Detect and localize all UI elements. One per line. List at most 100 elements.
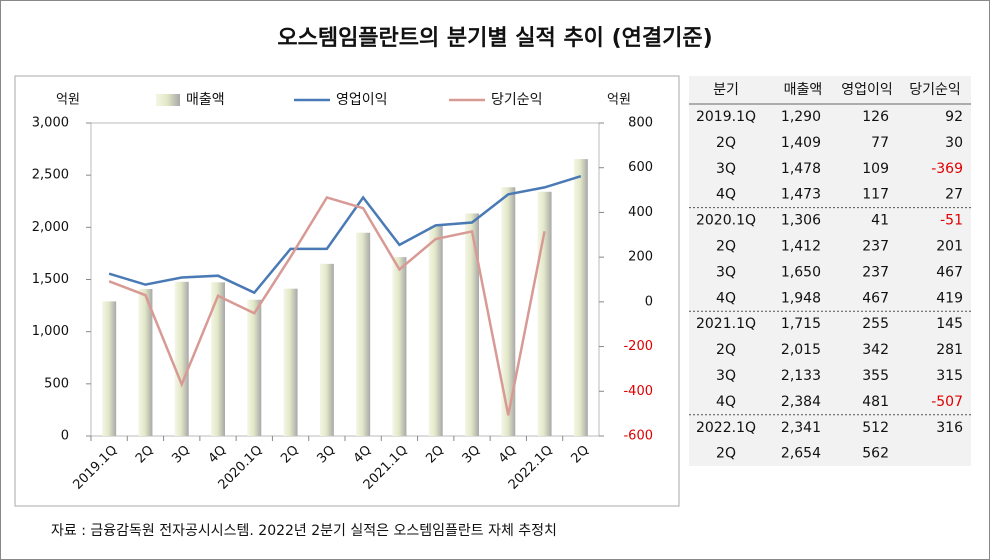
table-cell: 109 [862,161,889,177]
table-cell: 467 [862,290,889,306]
table-cell: 342 [862,342,889,358]
table-header: 분기 [713,82,739,98]
bar [392,257,407,436]
table-cell: 1,306 [781,213,821,229]
bar [428,225,443,436]
y-tick-label: 1,500 [32,272,69,287]
table-cell: 1,478 [781,161,821,177]
y2-tick-label: 400 [628,205,653,220]
table-cell: -507 [931,394,963,410]
table-cell: 1,409 [781,135,821,151]
table-cell: 512 [862,420,889,436]
table-cell: 1,715 [781,316,821,332]
legend-label: 매출액 [186,92,225,108]
table-cell: 2Q [716,446,736,462]
legend-label: 영업이익 [336,92,388,108]
y-tick-label: 2,500 [32,168,69,183]
table-cell: 315 [936,368,963,384]
table-cell: -51 [940,213,963,229]
line-series [108,175,582,295]
table-cell: 27 [945,187,963,203]
bar [537,191,552,436]
x-tick-label: 2Q [133,443,157,467]
table-cell: 77 [871,135,889,151]
table-cell: 4Q [716,290,736,306]
table-cell: 1,948 [781,290,821,306]
title: 오스템임플란트의 분기별 실적 추이 (연결기준) [277,26,712,51]
chart-frame [14,75,680,507]
x-tick-label: 2Q [568,443,592,467]
table-cell: 3Q [716,264,736,280]
table-header: 당기순익 [909,82,961,98]
table-cell: 2021.1Q [696,316,756,332]
y-tick-label: 500 [44,376,69,391]
line-series [108,195,546,416]
table-cell: 562 [862,446,889,462]
table-cell: 1,650 [781,264,821,280]
y2-tick-label: 200 [628,250,653,265]
table-cell: 355 [862,368,889,384]
table-cell: 4Q [716,187,736,203]
bar [247,299,262,436]
bar [465,213,479,436]
y-unit: 억원 [56,93,80,108]
table-cell: 92 [945,109,963,125]
x-tick-label: 3Q [314,443,338,467]
table-cell: 201 [936,238,963,254]
y2-tick-label: -400 [623,384,653,399]
table-cell: 237 [862,238,889,254]
table-cell: 41 [871,213,889,229]
table-cell: 2Q [716,238,736,254]
table-cell: 3Q [716,368,736,384]
table-cell: 117 [862,187,889,203]
table-cell: 281 [936,342,963,358]
table-bg [689,76,971,466]
table-cell: 467 [936,264,963,280]
bar [174,281,189,436]
table-cell: 237 [862,264,889,280]
x-tick-label: 2019.1Q [70,443,120,493]
table-cell: 255 [862,316,889,332]
table-cell: 2,133 [781,368,821,384]
bar [501,187,516,436]
y2-tick-label: -200 [623,339,653,354]
table-cell: 2022.1Q [696,420,756,436]
legend-label: 당기순익 [491,92,543,108]
x-tick-label: 4Q [496,443,520,467]
table-cell: 481 [862,394,889,410]
x-tick-label: 2Q [278,443,302,467]
bar [356,232,371,436]
table-cell: 316 [936,420,963,436]
table-cell: 2019.1Q [696,109,756,125]
footer: 자료 : 금융감독원 전자공시시스템. 2022년 2분기 실적은 오스템임플란… [51,523,557,539]
bar [319,263,334,436]
table-header: 매출액 [784,82,823,98]
table-cell: 145 [936,316,963,332]
y2-tick-label: 800 [628,116,653,131]
y-tick-label: 2,000 [32,220,69,235]
table-cell: 1,473 [781,187,821,203]
table-header: 영업이익 [841,82,893,98]
legend-swatch [156,94,180,106]
y-tick-label: 0 [61,429,69,444]
table-cell: -369 [931,161,963,177]
x-tick-label: 2Q [423,443,447,467]
y2-tick-label: 0 [645,294,653,309]
y2-unit: 억원 [607,93,631,108]
table-cell: 2020.1Q [696,213,756,229]
table-cell: 2,384 [781,394,821,410]
table-cell: 2,654 [781,446,821,462]
bar [283,288,298,436]
bar [138,288,153,436]
table-cell: 3Q [716,161,736,177]
table-cell: 4Q [716,394,736,410]
x-tick-label: 3Q [169,443,193,467]
table-cell: 30 [945,135,963,151]
table-cell: 419 [936,290,963,306]
y2-tick-label: 600 [628,160,653,175]
bar [102,301,117,436]
y-tick-label: 1,000 [32,324,69,339]
table-cell: 1,290 [781,109,821,125]
